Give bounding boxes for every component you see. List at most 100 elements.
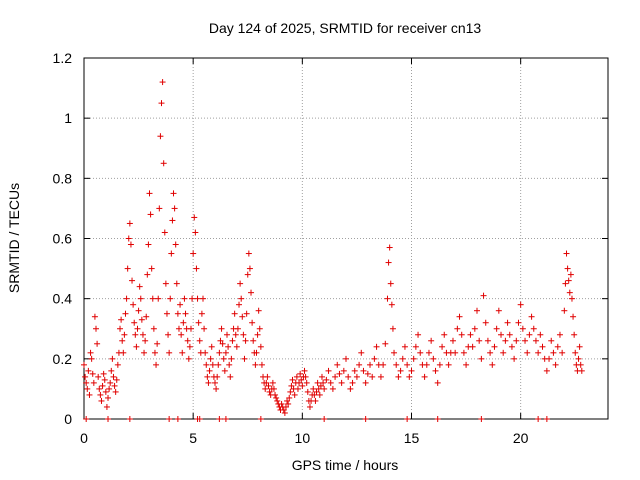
data-point (181, 295, 188, 302)
data-point (519, 325, 526, 332)
data-point (432, 367, 439, 374)
data-point (199, 295, 206, 302)
data-point (441, 331, 448, 338)
data-point (142, 337, 149, 344)
data-point (371, 355, 378, 362)
data-point (101, 376, 108, 383)
data-point (502, 337, 509, 344)
data-point (126, 416, 133, 422)
data-point (206, 367, 213, 374)
y-tick-label: 0.2 (53, 351, 73, 367)
data-point (95, 373, 102, 380)
data-point (287, 388, 294, 395)
data-point (452, 349, 459, 356)
data-point (530, 325, 537, 332)
data-point (264, 373, 271, 380)
data-point (108, 367, 115, 374)
data-point (312, 397, 319, 404)
data-point (364, 370, 371, 377)
data-point (105, 394, 112, 401)
data-point (506, 331, 513, 338)
data-point (184, 337, 191, 344)
y-tick-label: 1.2 (53, 50, 73, 66)
data-point (147, 211, 154, 218)
data-point (280, 406, 287, 413)
data-point (88, 355, 95, 362)
data-point (174, 310, 181, 317)
data-point (561, 307, 568, 314)
grid-layer (84, 58, 608, 419)
data-point (345, 373, 352, 380)
data-point (258, 361, 265, 368)
data-point (214, 373, 221, 380)
data-point (289, 376, 296, 383)
x-tick-label: 5 (189, 430, 197, 446)
data-point (114, 361, 121, 368)
data-point (436, 361, 443, 368)
data-point (256, 325, 263, 332)
data-point (173, 280, 180, 287)
data-point (228, 355, 235, 362)
data-point (445, 361, 452, 368)
data-point (163, 310, 170, 317)
data-point (306, 403, 313, 410)
data-point (170, 190, 177, 197)
data-point (112, 388, 119, 395)
data-point (303, 379, 310, 386)
data-point (195, 319, 202, 326)
data-point (269, 379, 276, 386)
data-point (85, 367, 92, 374)
data-point (137, 295, 144, 302)
data-point (377, 373, 384, 380)
data-point (571, 331, 578, 338)
data-point (550, 349, 557, 356)
data-point (358, 349, 365, 356)
data-point (408, 367, 415, 374)
data-point (166, 416, 173, 422)
data-point (338, 379, 345, 386)
data-point (234, 325, 241, 332)
data-point (484, 337, 491, 344)
data-point (229, 337, 236, 344)
data-point (439, 343, 446, 350)
data-point (201, 325, 208, 332)
data-point (246, 265, 253, 272)
data-point (239, 313, 246, 320)
data-point (146, 190, 153, 197)
data-point (254, 331, 261, 338)
data-point (575, 355, 582, 362)
data-point (168, 250, 175, 257)
data-point (369, 373, 376, 380)
data-point (119, 337, 126, 344)
data-point (528, 313, 535, 320)
data-point (504, 319, 511, 326)
data-point (130, 301, 137, 308)
data-point (82, 373, 89, 380)
data-point (572, 349, 579, 356)
y-tick-label: 1 (64, 110, 72, 126)
data-point (93, 325, 100, 332)
data-point (155, 295, 162, 302)
data-point (192, 229, 199, 236)
data-point (556, 331, 563, 338)
data-point (241, 355, 248, 362)
data-point (493, 325, 500, 332)
data-point (449, 337, 456, 344)
data-point (570, 313, 577, 320)
data-point (343, 355, 349, 362)
data-point (111, 382, 118, 389)
data-point (548, 337, 555, 344)
data-point (564, 265, 571, 272)
data-point (508, 343, 515, 350)
data-point (132, 331, 139, 338)
y-tick-label: 0.6 (53, 231, 73, 247)
data-point (143, 313, 150, 320)
x-tick-label: 0 (80, 430, 88, 446)
data-point (252, 361, 259, 368)
data-point (215, 361, 222, 368)
data-point (233, 343, 240, 350)
data-point (314, 379, 321, 386)
data-point (255, 307, 262, 314)
data-point (203, 361, 210, 368)
data-point (482, 319, 489, 326)
